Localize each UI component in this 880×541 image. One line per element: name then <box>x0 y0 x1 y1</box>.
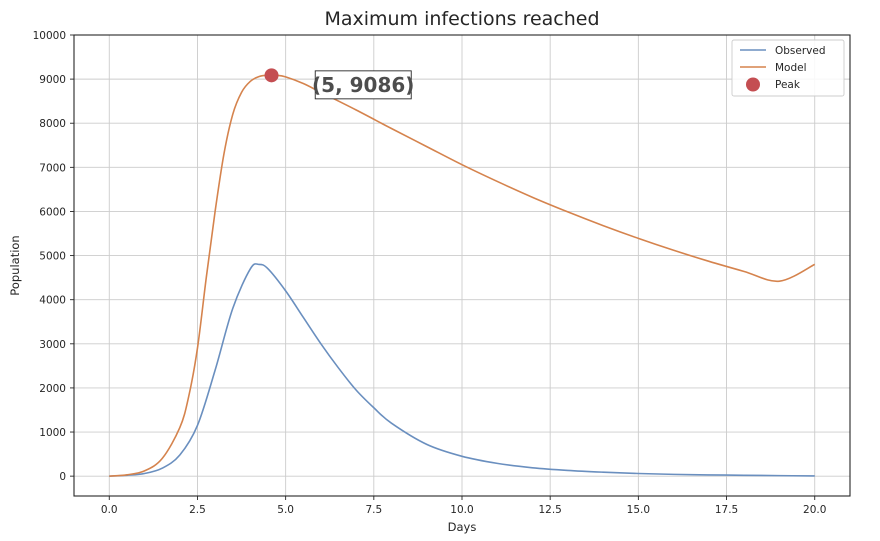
y-tick-label: 8000 <box>39 118 66 130</box>
x-tick-label: 5.0 <box>277 504 294 516</box>
y-tick-label: 4000 <box>39 295 66 307</box>
x-tick-label: 0.0 <box>101 504 118 516</box>
model-line <box>109 74 816 477</box>
x-tick-label: 2.5 <box>189 504 206 516</box>
y-tick-label: 6000 <box>39 206 66 218</box>
legend-label-peak: Peak <box>775 79 801 91</box>
y-tick-label: 9000 <box>39 74 66 86</box>
x-tick-label: 7.5 <box>365 504 382 516</box>
legend: Observed Model Peak <box>731 39 845 97</box>
annotation-text: (5, 9086) <box>312 73 414 97</box>
legend-label-observed: Observed <box>775 45 826 57</box>
ticks: 0.0 2.5 5.0 7.5 10.0 12.5 15.0 17.5 20.0 0 1000 200… <box>33 30 827 516</box>
annotation-box <box>314 70 412 100</box>
y-tick-label: 7000 <box>39 162 66 174</box>
peak-marker <box>264 68 279 83</box>
legend-marker-peak <box>746 77 760 92</box>
y-axis-label: Population <box>8 235 22 295</box>
y-tick-label: 2000 <box>39 383 66 395</box>
chart-title: Maximum infections reached <box>324 8 599 30</box>
legend-label-model: Model <box>775 62 807 74</box>
peak-annotation: (5, 9086) <box>312 70 414 100</box>
x-tick-label: 17.5 <box>715 504 738 516</box>
y-tick-label: 1000 <box>39 427 66 439</box>
x-tick-label: 10.0 <box>450 504 473 516</box>
y-tick-label: 3000 <box>39 339 66 351</box>
x-tick-label: 15.0 <box>627 504 650 516</box>
series-layer <box>109 68 816 477</box>
x-tick-label: 20.0 <box>803 504 826 516</box>
observed-line <box>109 263 815 477</box>
x-tick-label: 12.5 <box>538 504 561 516</box>
y-tick-label: 5000 <box>39 251 66 263</box>
legend-box <box>731 39 845 97</box>
x-axis-label: Days <box>448 520 477 534</box>
y-tick-label: 0 <box>59 471 66 483</box>
y-tick-label: 10000 <box>33 30 66 42</box>
